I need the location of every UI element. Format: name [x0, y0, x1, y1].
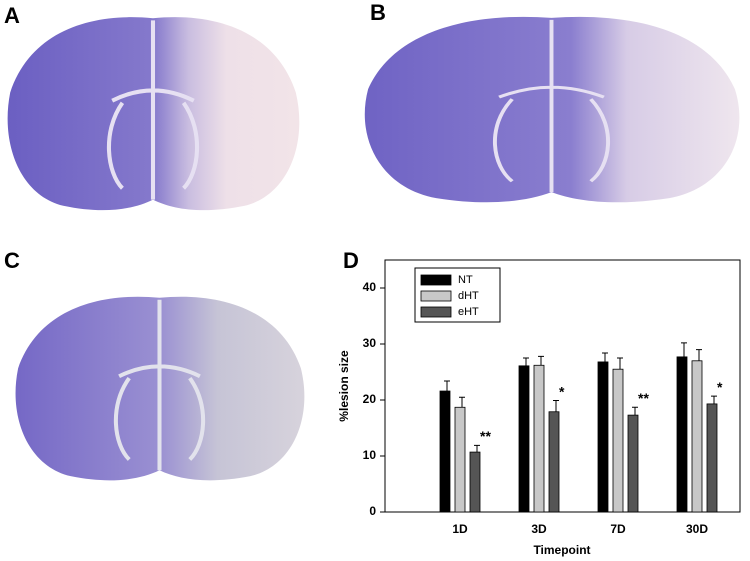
bar [469, 451, 481, 513]
error-bar [459, 396, 465, 408]
bar [597, 361, 609, 513]
panel-label: D [343, 248, 359, 273]
error-bar [553, 400, 559, 412]
error-bar [523, 357, 529, 366]
x-tick-label: 7D [610, 522, 626, 536]
panel-label: C [4, 248, 20, 273]
legend-swatch [420, 290, 452, 302]
panel-label: A [4, 3, 20, 28]
legend-swatch [420, 274, 452, 286]
bar [627, 414, 639, 513]
y-tick-label: 20 [363, 392, 377, 406]
legend-label: dHT [458, 290, 479, 302]
error-bar [538, 355, 544, 366]
bar [518, 365, 530, 513]
legend-label: NT [458, 274, 473, 286]
bar [676, 356, 688, 513]
bar [612, 368, 624, 513]
error-bar [632, 406, 638, 416]
brain-b [364, 16, 740, 203]
error-bar [602, 352, 608, 362]
y-tick-label: 40 [363, 280, 377, 294]
legend-swatch [420, 306, 452, 318]
legend-label: eHT [458, 306, 479, 318]
bar [454, 406, 466, 513]
significance-label: * [717, 379, 723, 395]
significance-label: ** [480, 428, 491, 444]
y-tick-label: 10 [363, 448, 377, 462]
brain-a [7, 17, 300, 211]
x-axis-label: Timepoint [533, 543, 590, 557]
x-tick-label: 30D [686, 522, 708, 536]
bar [439, 390, 451, 513]
significance-label: * [559, 383, 565, 399]
bar [548, 411, 560, 513]
y-tick-label: 0 [369, 504, 376, 518]
plot-frame [384, 259, 741, 513]
brain-c [15, 296, 305, 481]
panel-label: B [370, 0, 386, 25]
x-tick-label: 3D [531, 522, 547, 536]
error-bar [696, 349, 702, 361]
error-bar [474, 444, 480, 453]
significance-label: ** [638, 390, 649, 406]
y-tick-label: 30 [363, 336, 377, 350]
error-bar [711, 395, 717, 404]
error-bar [617, 357, 623, 370]
bar [706, 403, 718, 513]
y-axis-label: %lesion size [337, 350, 351, 422]
error-bar [444, 380, 450, 392]
x-tick-label: 1D [452, 522, 468, 536]
bar [691, 360, 703, 513]
bar [533, 364, 545, 513]
error-bar [681, 342, 687, 357]
